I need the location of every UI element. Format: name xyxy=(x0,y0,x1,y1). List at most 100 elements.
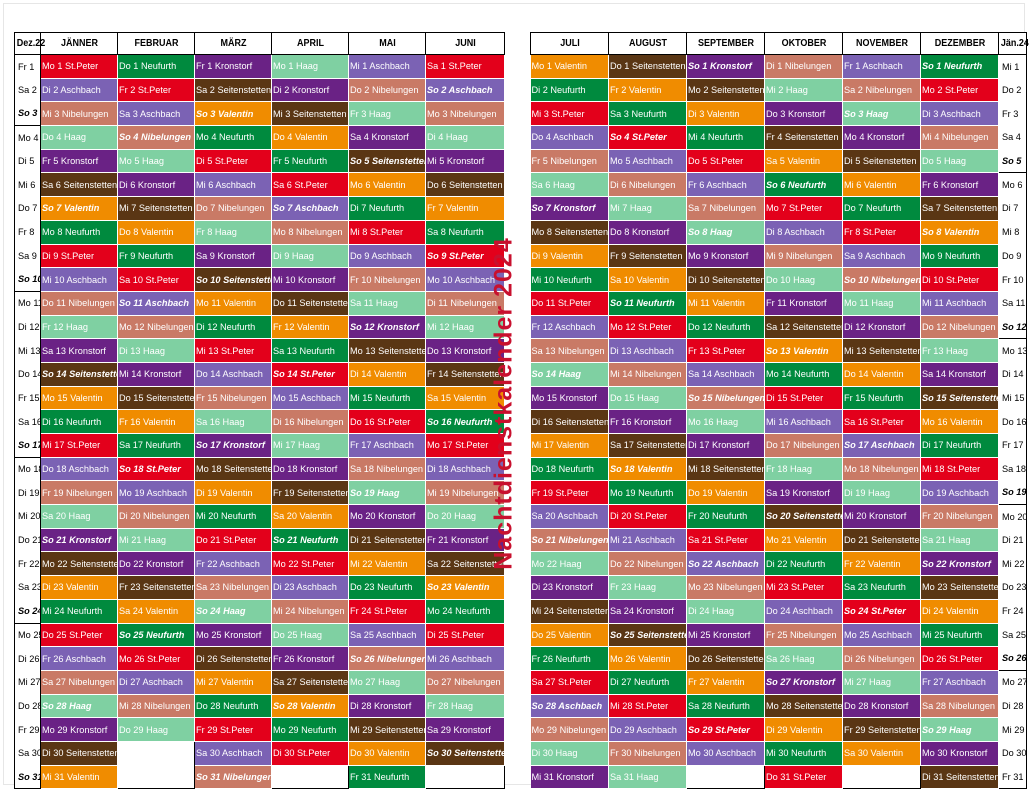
duty-cell: Do 20 Haag xyxy=(425,504,505,529)
duty-cell: Sa 2 Seitenstetten xyxy=(194,77,272,103)
side-day-label: Mo 6 xyxy=(998,172,1027,197)
duty-cell: Mi 20 Neufurth xyxy=(194,504,272,529)
duty-cell: Do 22 Kronstorf xyxy=(117,551,195,577)
duty-cell: Mo 12 Nibelungen xyxy=(117,314,195,340)
duty-cell: Sa 26 Haag xyxy=(764,646,843,671)
duty-cell: So 17 Aschbach xyxy=(842,433,921,458)
side-header: Dez.22 xyxy=(15,32,45,55)
duty-cell: Fr 17 Aschbach xyxy=(348,433,426,458)
duty-cell: Mi 31 Valentin xyxy=(40,764,118,789)
duty-cell: Fr 16 Kronstorf xyxy=(608,409,687,434)
duty-cell: Sa 14 Aschbach xyxy=(686,361,765,387)
duty-cell: Fr 19 Seitenstetten xyxy=(271,480,349,506)
duty-cell: So 22 Aschbach xyxy=(686,551,765,577)
duty-cell: So 14 Haag xyxy=(530,361,609,387)
month-header: OKTOBER xyxy=(767,32,840,55)
duty-cell: So 7 Valentin xyxy=(40,196,118,221)
side-day-label: Di 7 xyxy=(998,196,1027,221)
empty-day-cell xyxy=(686,765,765,789)
side-day-label: Do 30 xyxy=(998,741,1027,766)
duty-cell: Di 17 Kronstorf xyxy=(686,433,765,458)
duty-cell: So 17 Kronstorf xyxy=(194,433,272,458)
duty-cell: Fr 14 Seitenstetten xyxy=(425,361,505,387)
duty-cell: Sa 8 Neufurth xyxy=(425,219,505,245)
duty-cell: Fr 9 Seitenstetten xyxy=(608,243,687,269)
side-day-label: Fr 15 xyxy=(14,386,41,410)
duty-cell: Mo 5 Aschbach xyxy=(608,148,687,174)
duty-cell: Fr 12 Valentin xyxy=(271,314,349,340)
duty-cell: Sa 12 Seitenstetten xyxy=(764,314,843,340)
duty-cell: Mi 5 Kronstorf xyxy=(425,148,505,174)
side-day-label: Fr 1 xyxy=(14,54,41,79)
duty-cell: Mo 22 St.Peter xyxy=(271,551,349,577)
duty-cell: Sa 30 Valentin xyxy=(842,740,921,766)
duty-cell: So 4 Nibelungen xyxy=(117,125,195,150)
duty-cell: So 26 Nibelungen xyxy=(348,646,426,671)
duty-cell: Sa 13 Nibelungen xyxy=(530,338,609,363)
duty-cell: Mi 19 Nibelungen xyxy=(425,480,505,506)
duty-cell: Di 2 Kronstorf xyxy=(271,77,349,103)
side-day-label: Mi 1 xyxy=(998,54,1027,79)
duty-cell: Mo 25 Aschbach xyxy=(842,622,921,648)
duty-cell: Di 23 Aschbach xyxy=(271,575,349,600)
duty-cell: Mi 9 Nibelungen xyxy=(764,243,843,269)
duty-cell: Di 2 Neufurth xyxy=(530,77,609,103)
duty-cell: Fr 2 St.Peter xyxy=(117,77,195,103)
duty-cell: So 15 Nibelungen xyxy=(686,385,765,411)
duty-cell: Di 23 Kronstorf xyxy=(530,575,609,600)
duty-cell: Do 19 Aschbach xyxy=(920,480,999,506)
duty-cell: Mo 30 Kronstorf xyxy=(920,740,999,766)
duty-cell: Mo 12 St.Peter xyxy=(608,314,687,340)
side-day-label: Fr 22 xyxy=(14,551,41,576)
duty-cell: Mo 8 Nibelungen xyxy=(271,219,349,245)
duty-cell: So 2 Aschbach xyxy=(425,77,505,103)
side-day-label: Sa 4 xyxy=(998,125,1027,150)
duty-cell: Sa 28 Nibelungen xyxy=(920,693,999,719)
duty-cell: Fr 19 St.Peter xyxy=(530,480,609,506)
duty-cell: Sa 13 Kronstorf xyxy=(40,338,118,363)
duty-cell: Sa 4 Kronstorf xyxy=(348,125,426,150)
duty-cell: Fr 1 Kronstorf xyxy=(194,54,272,79)
duty-cell: Fr 30 Nibelungen xyxy=(608,740,687,766)
duty-cell: Mi 8 St.Peter xyxy=(348,219,426,245)
duty-cell: Sa 1 St.Peter xyxy=(425,54,505,79)
duty-cell: So 10 Seitenstetten xyxy=(194,267,272,292)
duty-cell: Do 10 Haag xyxy=(764,267,843,292)
duty-cell: Sa 19 Kronstorf xyxy=(764,480,843,506)
duty-cell: Sa 6 Haag xyxy=(530,172,609,198)
side-day-label: Sa 11 xyxy=(998,291,1027,316)
duty-cell: Sa 31 Haag xyxy=(608,764,687,789)
duty-cell: Mi 27 Haag xyxy=(842,669,921,695)
duty-cell: Mi 11 Aschbach xyxy=(920,290,999,316)
duty-cell: Fr 20 Nibelungen xyxy=(920,504,999,529)
side-day-label: Mi 29 xyxy=(998,717,1027,742)
duty-cell: Mi 15 Neufurth xyxy=(348,385,426,411)
side-day-label: Di 21 xyxy=(998,528,1027,552)
duty-cell: Di 27 Neufurth xyxy=(608,669,687,695)
month-header: JÄNNER xyxy=(43,32,115,55)
duty-cell: Mi 21 Aschbach xyxy=(608,527,687,553)
side-day-label: Sa 2 xyxy=(14,78,41,102)
duty-cell: Mo 14 Neufurth xyxy=(764,361,843,387)
duty-cell: Mi 26 Aschbach xyxy=(425,646,505,671)
duty-cell: Fr 21 Kronstorf xyxy=(425,527,505,553)
duty-cell: Sa 27 Seitenstetten xyxy=(271,669,349,695)
duty-cell: Fr 6 Kronstorf xyxy=(920,172,999,198)
duty-cell: Mo 1 Valentin xyxy=(530,54,609,79)
duty-cell: Mi 12 Haag xyxy=(425,314,505,340)
duty-cell: Do 5 St.Peter xyxy=(686,148,765,174)
duty-cell: Sa 23 Nibelungen xyxy=(194,575,272,600)
duty-cell: Mo 10 Aschbach xyxy=(425,267,505,292)
duty-cell: So 28 Haag xyxy=(40,693,118,719)
duty-cell: Di 26 Seitenstetten xyxy=(194,646,272,671)
duty-cell: Do 29 Haag xyxy=(117,717,195,742)
duty-cell: Di 9 Valentin xyxy=(530,243,609,269)
duty-cell: Fr 4 Seitenstetten xyxy=(764,125,843,150)
side-day-label: Do 28 xyxy=(14,694,41,718)
duty-cell: Mi 6 Valentin xyxy=(842,172,921,198)
duty-cell: Fr 8 St.Peter xyxy=(842,219,921,245)
side-day-label: Di 5 xyxy=(14,149,41,173)
duty-cell: Fr 5 Kronstorf xyxy=(40,148,118,174)
duty-cell: Fr 13 St.Peter xyxy=(686,338,765,363)
duty-cell: Di 30 St.Peter xyxy=(271,740,349,766)
